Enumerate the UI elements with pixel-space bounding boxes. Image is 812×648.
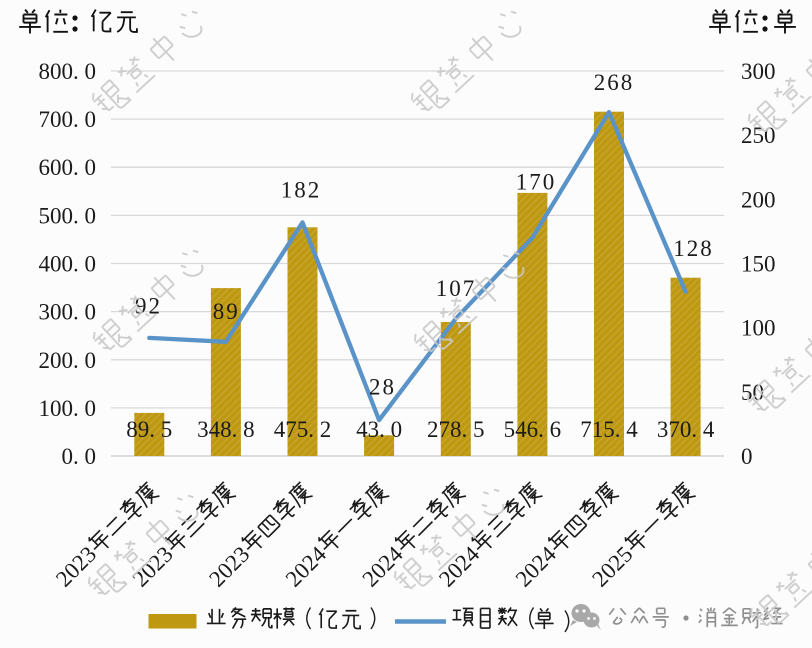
- svg-text:200. 0: 200. 0: [39, 348, 97, 373]
- svg-text:715. 4: 715. 4: [580, 417, 638, 442]
- svg-text:800. 0: 800. 0: [39, 59, 97, 84]
- svg-text:300: 300: [741, 59, 776, 84]
- svg-text:250: 250: [741, 123, 776, 148]
- svg-text:500. 0: 500. 0: [39, 203, 97, 228]
- svg-text:28: 28: [369, 375, 396, 400]
- svg-text:182: 182: [281, 177, 322, 202]
- svg-text:200: 200: [741, 187, 776, 212]
- svg-text:475. 2: 475. 2: [274, 417, 332, 442]
- svg-text:100. 0: 100. 0: [39, 396, 97, 421]
- svg-text:278. 5: 278. 5: [427, 417, 485, 442]
- svg-text:370. 4: 370. 4: [657, 417, 715, 442]
- svg-text:107: 107: [436, 276, 477, 301]
- svg-text:0: 0: [741, 444, 753, 469]
- svg-text:100: 100: [741, 316, 776, 341]
- svg-text:150: 150: [741, 252, 776, 277]
- svg-text:89: 89: [213, 299, 240, 324]
- svg-text:0. 0: 0. 0: [62, 444, 97, 469]
- svg-text:600. 0: 600. 0: [39, 155, 97, 180]
- svg-text:700. 0: 700. 0: [39, 107, 97, 132]
- svg-text:89. 5: 89. 5: [126, 417, 172, 442]
- svg-text:400. 0: 400. 0: [39, 252, 97, 277]
- svg-text:268: 268: [594, 70, 635, 95]
- svg-text:546. 6: 546. 6: [504, 417, 562, 442]
- svg-text:43. 0: 43. 0: [356, 417, 402, 442]
- svg-text:300. 0: 300. 0: [39, 300, 97, 325]
- svg-text:348. 8: 348. 8: [197, 417, 255, 442]
- svg-text:128: 128: [673, 236, 714, 261]
- svg-text:170: 170: [516, 170, 557, 195]
